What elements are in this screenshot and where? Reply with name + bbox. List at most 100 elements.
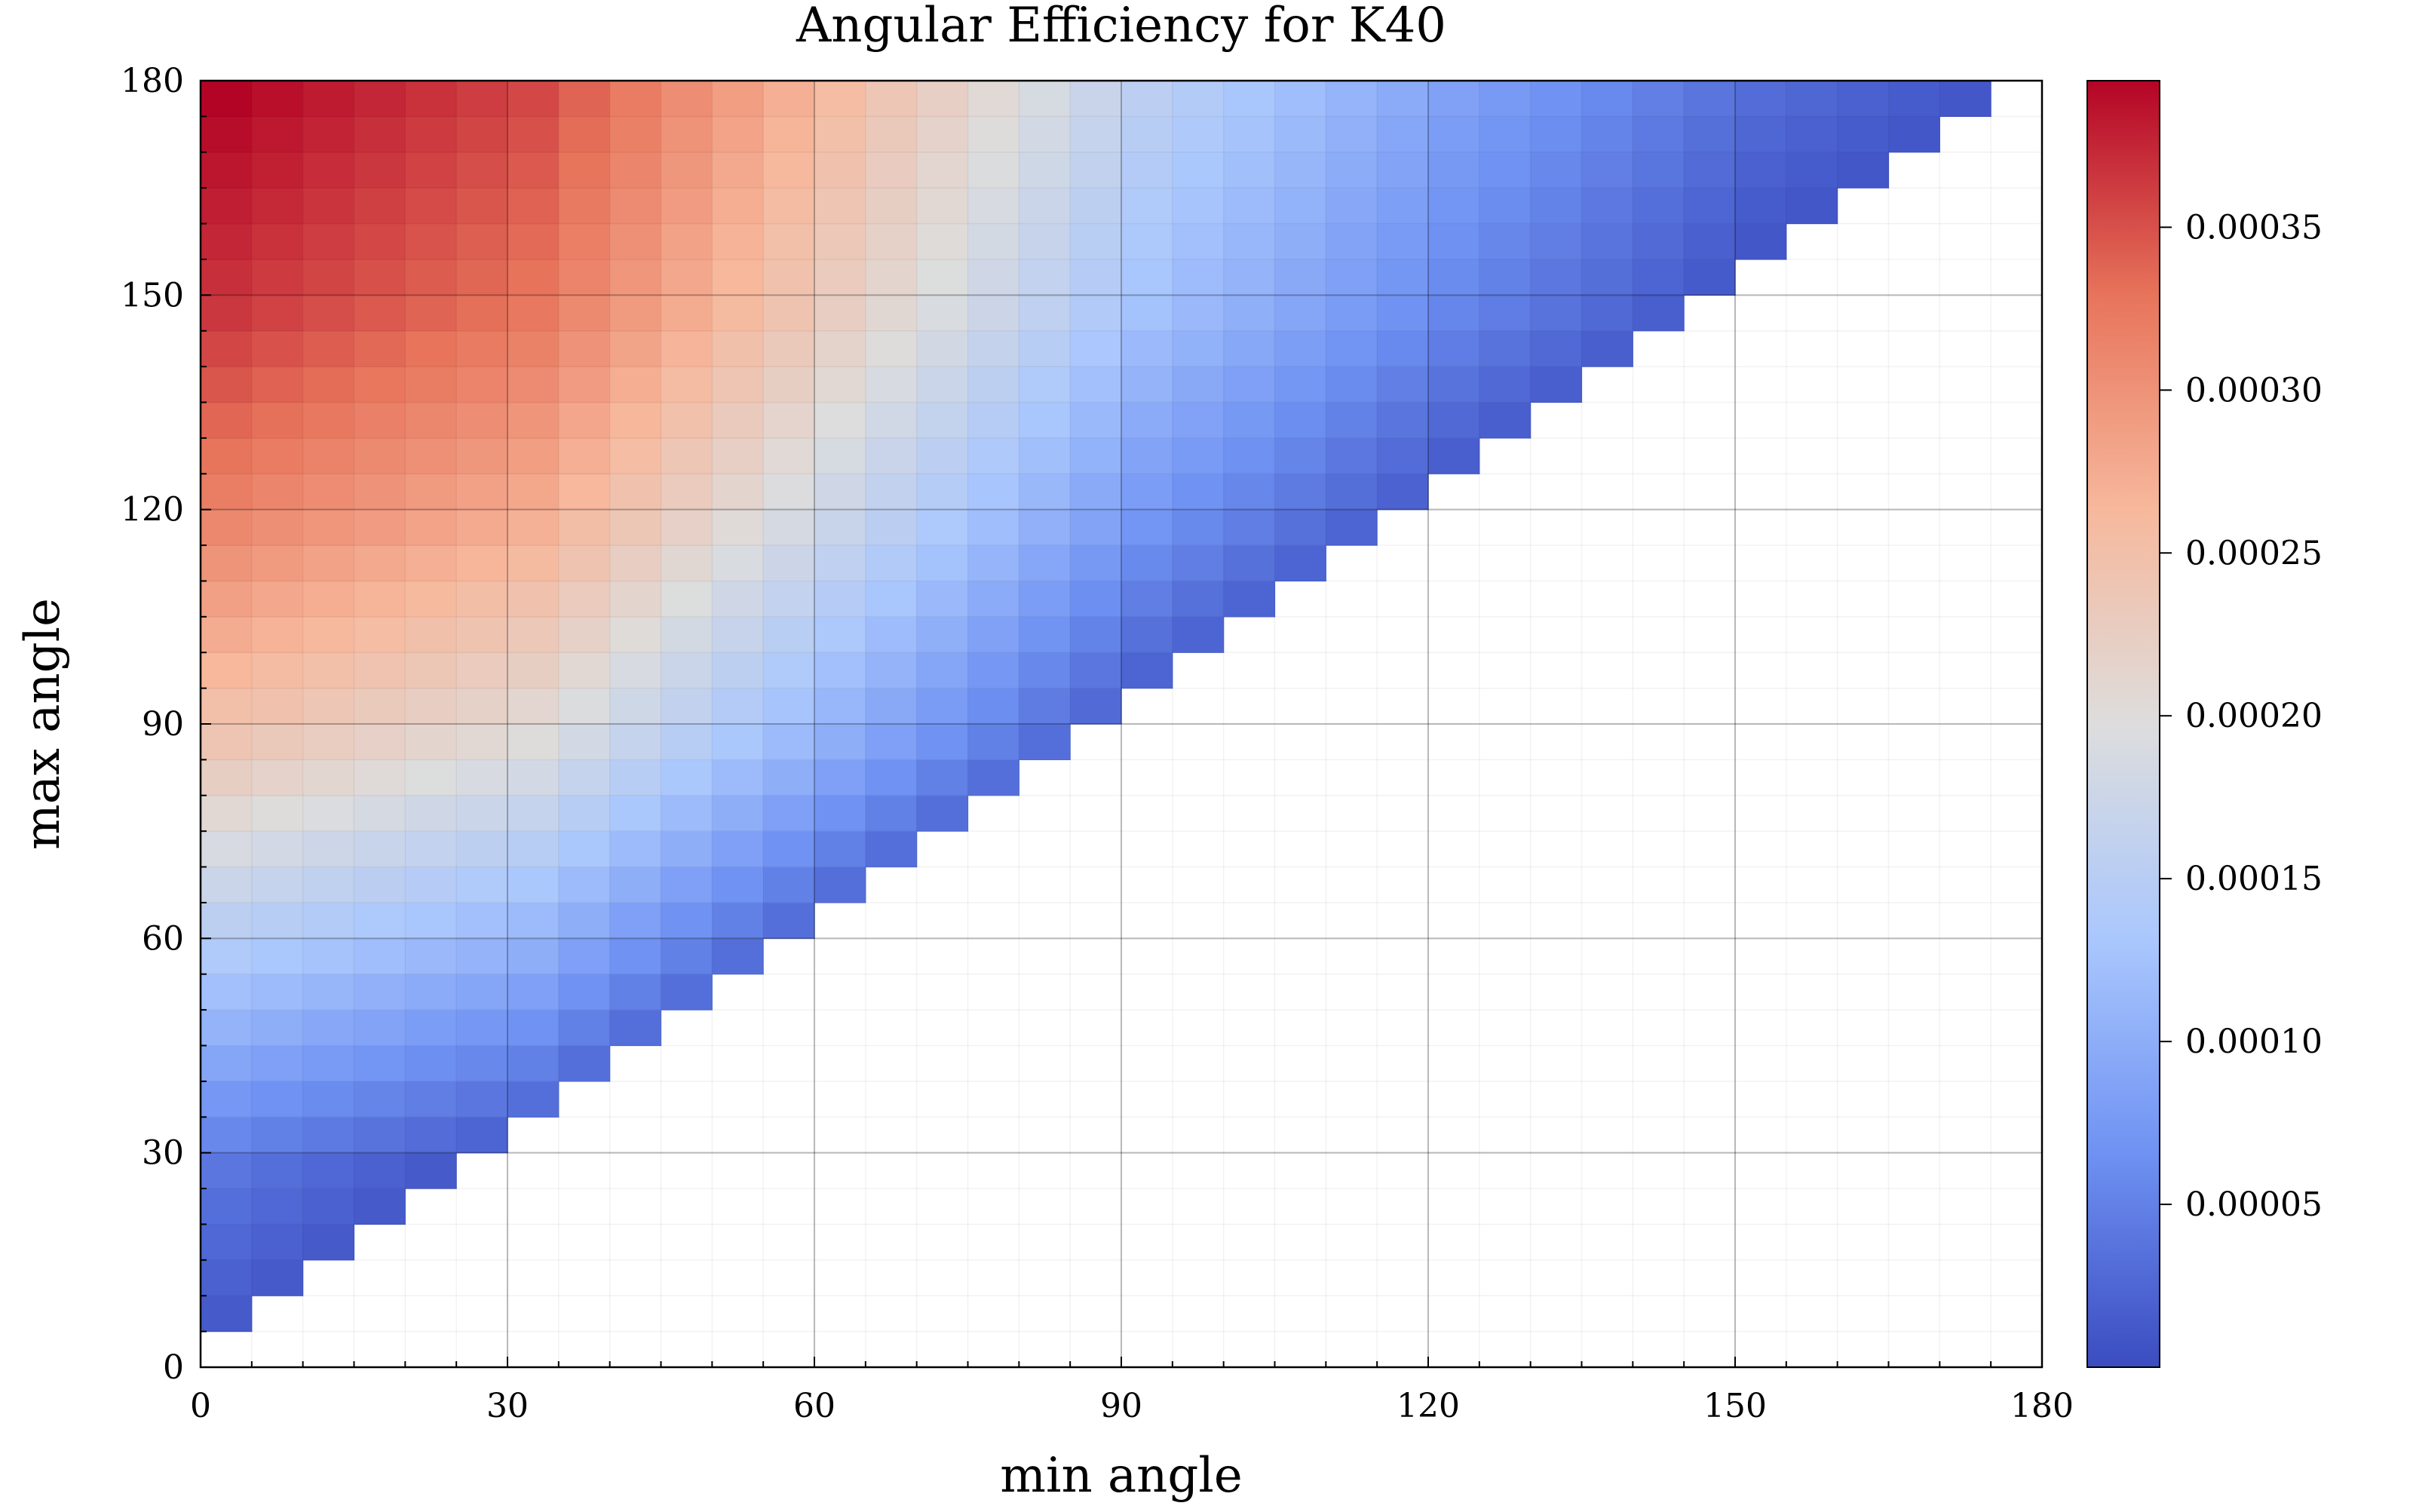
heatmap-cell [405, 795, 457, 832]
heatmap-cell [712, 81, 764, 117]
heatmap-cell [302, 688, 355, 725]
heatmap-cell [1581, 295, 1633, 332]
heatmap-cell [251, 902, 304, 939]
heatmap-cell [1479, 116, 1532, 153]
heatmap-cell [916, 330, 969, 367]
heatmap-cell [1428, 259, 1480, 296]
heatmap-cell [456, 688, 508, 725]
heatmap-cell [1479, 223, 1532, 260]
heatmap-cell [201, 759, 253, 796]
heatmap-cell [558, 474, 611, 511]
heatmap-cell [558, 938, 611, 975]
heatmap-cell [1019, 724, 1071, 760]
heatmap-cell [507, 724, 560, 760]
heatmap-cell [302, 152, 355, 189]
heatmap-cell [916, 474, 969, 511]
heatmap-cell [1070, 688, 1122, 725]
heatmap-cell [712, 581, 764, 618]
heatmap-cell [456, 1117, 508, 1154]
heatmap-cell [865, 652, 918, 689]
heatmap-cell [251, 938, 304, 975]
heatmap-cell [661, 81, 713, 117]
heatmap-cell [456, 902, 508, 939]
x-axis-label: min angle [1000, 1448, 1242, 1504]
heatmap-cell [558, 831, 611, 868]
heatmap-cell [201, 974, 253, 1011]
heatmap-cell [251, 724, 304, 760]
heatmap-cell [763, 116, 815, 153]
heatmap-cell [201, 259, 253, 296]
heatmap-cell [558, 437, 611, 474]
heatmap-cell [201, 545, 253, 582]
heatmap-cell [967, 81, 1019, 117]
heatmap-cell [1121, 616, 1173, 653]
heatmap-cell [1070, 330, 1122, 367]
heatmap-cell [967, 259, 1019, 296]
heatmap-cell [865, 724, 918, 760]
heatmap-cell [609, 509, 662, 546]
heatmap-cell [1939, 81, 1991, 117]
colorbar-ticks: 0.00005 0.00010 0.00015 0.00020 0.00025 0.000… [2160, 208, 2323, 1224]
heatmap-cell [251, 402, 304, 439]
x-tick-label: 120 [1397, 1387, 1460, 1425]
heatmap-cell [712, 795, 764, 832]
heatmap-cell [865, 152, 918, 189]
heatmap-cell [201, 652, 253, 689]
heatmap-cell [661, 152, 713, 189]
heatmap-cell [507, 652, 560, 689]
colorbar-tick-label: 0.00030 [2185, 371, 2323, 409]
heatmap-cell [302, 402, 355, 439]
x-tick-label: 0 [190, 1387, 211, 1425]
heatmap-cell [1633, 259, 1685, 296]
heatmap-cell [1786, 188, 1838, 225]
heatmap-cell [1223, 295, 1276, 332]
heatmap-cell [609, 366, 662, 403]
heatmap-cell [609, 938, 662, 975]
x-tick-label: 30 [486, 1387, 529, 1425]
heatmap-cell [201, 81, 253, 117]
heatmap-cell [1377, 152, 1429, 189]
heatmap-cell [405, 81, 457, 117]
heatmap-cell [1428, 366, 1480, 403]
heatmap-cell [558, 223, 611, 260]
heatmap-cell [1530, 295, 1583, 332]
chart-title: Angular Efficiency for K40 [796, 0, 1446, 54]
heatmap-cell [405, 724, 457, 760]
heatmap-cell [712, 259, 764, 296]
heatmap-cell [1479, 295, 1532, 332]
heatmap-cell [1684, 81, 1736, 117]
heatmap-cell [712, 616, 764, 653]
heatmap-cell [814, 652, 866, 689]
heatmap-cell [1019, 437, 1071, 474]
heatmap-cell [201, 1296, 253, 1333]
heatmap-cell [302, 1188, 355, 1225]
heatmap-cell [1530, 366, 1583, 403]
heatmap-cell [405, 259, 457, 296]
heatmap-cell [251, 366, 304, 403]
heatmap-cell [712, 295, 764, 332]
heatmap-cell [1274, 116, 1326, 153]
heatmap-cell [302, 1224, 355, 1261]
heatmap-cell [814, 116, 866, 153]
heatmap-cell [967, 152, 1019, 189]
heatmap-cell [1070, 474, 1122, 511]
heatmap-cell [609, 474, 662, 511]
heatmap-cell [1684, 116, 1736, 153]
heatmap-cell [865, 795, 918, 832]
heatmap-cell [609, 688, 662, 725]
heatmap-cell [1223, 188, 1276, 225]
heatmap-cell [814, 581, 866, 618]
heatmap-cell [1479, 188, 1532, 225]
heatmap-cell [302, 509, 355, 546]
colorbar-tick-label: 0.00035 [2185, 208, 2323, 247]
heatmap-cell [405, 474, 457, 511]
heatmap-cell [1019, 223, 1071, 260]
heatmap-cell [967, 616, 1019, 653]
heatmap-cell [201, 509, 253, 546]
heatmap-cell [1121, 402, 1173, 439]
heatmap-cell [354, 724, 406, 760]
heatmap-cell [712, 831, 764, 868]
heatmap-cell [1172, 259, 1225, 296]
heatmap-cell [1581, 330, 1633, 367]
heatmap-cell [712, 437, 764, 474]
